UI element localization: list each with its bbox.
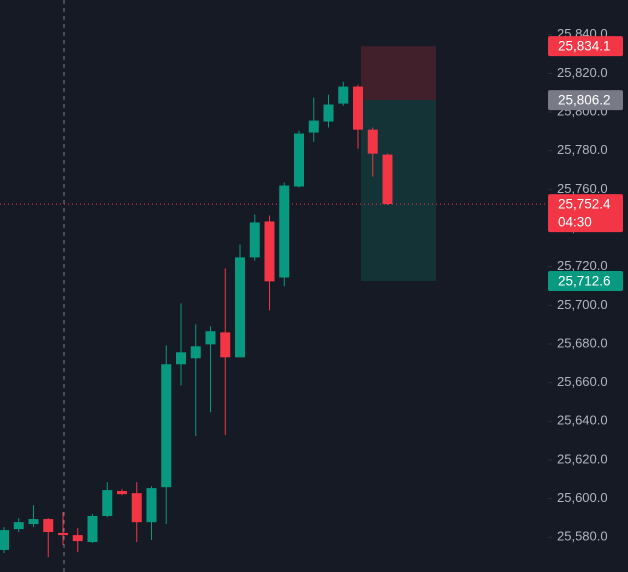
candle-body [264, 221, 275, 282]
candle-body [72, 535, 83, 542]
candle-body [43, 519, 54, 532]
y-tick-label: 25,600.0 [557, 490, 608, 505]
candle-body [176, 352, 186, 365]
entry-price-tag-bg [548, 90, 623, 111]
candle-body [13, 522, 24, 530]
candle-body [235, 257, 245, 358]
candle-body [102, 490, 113, 516]
candle-body [87, 515, 98, 543]
y-tick-label: 25,780.0 [557, 142, 608, 157]
stop-zone [361, 46, 436, 101]
candle-body [279, 185, 290, 278]
y-tick-label: 25,820.0 [557, 65, 608, 80]
y-tick-label: 25,720.0 [557, 258, 608, 273]
candle-body [220, 332, 231, 358]
target-zone [361, 100, 436, 281]
candle-body [190, 346, 201, 359]
last-price-tag-bg [548, 194, 623, 233]
candle-body [367, 129, 378, 154]
target-price-tag-bg [548, 270, 623, 291]
candle-body [58, 532, 68, 536]
last-price-tag: 25,752.4 [558, 197, 611, 212]
stop-price-tag-bg [548, 36, 623, 57]
y-tick-label: 25,660.0 [557, 374, 608, 389]
candle-body [131, 493, 142, 523]
candle-body [0, 530, 9, 550]
candle-body [353, 86, 363, 130]
candle-body [338, 86, 349, 104]
candle-body [323, 104, 334, 122]
y-tick-label: 25,700.0 [557, 297, 608, 312]
candle-body [294, 133, 304, 187]
y-tick-label: 25,580.0 [557, 529, 608, 544]
candle-body [146, 488, 157, 523]
y-tick-label: 25,620.0 [557, 451, 608, 466]
y-tick-label: 25,760.0 [557, 181, 608, 196]
candle-body [117, 491, 127, 495]
target-price-tag: 25,712.6 [558, 274, 611, 289]
countdown: 04:30 [558, 215, 592, 230]
candle-body [28, 519, 39, 525]
y-tick-label: 25,680.0 [557, 335, 608, 350]
candle-body [205, 331, 216, 345]
entry-price-tag: 25,806.2 [558, 93, 611, 108]
stop-price-tag: 25,834.1 [558, 39, 611, 54]
candle-body [249, 222, 260, 258]
candle-body [308, 120, 319, 133]
candle-body [161, 364, 172, 488]
candle-body [382, 154, 393, 205]
y-tick-label: 25,640.0 [557, 413, 608, 428]
